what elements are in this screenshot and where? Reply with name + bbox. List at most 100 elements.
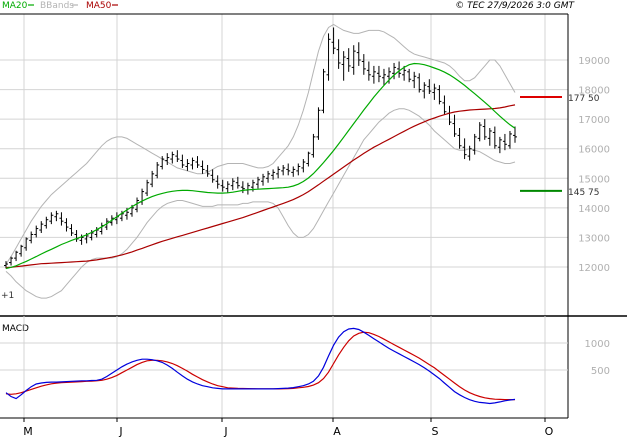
ohlc-bar — [9, 256, 14, 266]
ohlc-bar — [452, 114, 457, 137]
ohlc-bar — [44, 216, 49, 229]
ohlc-bar — [487, 128, 492, 146]
ma20-line — [5, 62, 516, 270]
ohlc-bar — [39, 221, 44, 233]
ohlc-bar — [371, 65, 376, 84]
ma20-legend-label: MA20 — [2, 1, 28, 11]
ohlc-bar — [286, 163, 291, 176]
price-tick-label: 15000 — [578, 174, 610, 185]
ohlc-bar — [34, 225, 39, 238]
ohlc-bar — [200, 160, 205, 174]
ohlc-bar — [351, 45, 356, 75]
macd-panel: MACD 500 1000 — [0, 316, 610, 418]
ohlc-bar — [175, 150, 180, 163]
ohlc-bar — [195, 156, 200, 168]
ohlc-bar — [165, 153, 170, 165]
x-tick-label: O — [545, 425, 554, 438]
chart-annotation: +1 — [1, 291, 14, 301]
macd-lines — [5, 327, 516, 405]
resistance-level-label: 177 50 — [568, 94, 600, 104]
ohlc-bar — [412, 71, 417, 89]
ohlc-bar — [135, 197, 140, 213]
ohlc-bar — [276, 166, 281, 179]
ohlc-bar — [205, 164, 210, 177]
ohlc-bar — [170, 151, 175, 164]
ohlc-bar — [381, 68, 386, 86]
ohlc-bar — [54, 210, 59, 222]
macd-tick-label: 1000 — [585, 339, 610, 350]
ohlc-bar — [180, 154, 185, 168]
ohlc-bar — [502, 133, 507, 151]
bbands-lower-line — [5, 108, 516, 299]
ohlc-bar — [356, 42, 361, 66]
ohlc-bar — [331, 27, 336, 55]
bollinger-bands — [5, 23, 516, 299]
ohlc-bar — [326, 33, 331, 81]
ohlc-bar — [417, 73, 422, 93]
price-levels: 177 50 145 75 — [520, 94, 600, 198]
ohlc-bar — [240, 181, 245, 194]
ohlc-bar — [397, 61, 402, 78]
chart-header: MA20 BBands MA50 © TEC 27/9/2026 3:0 GMT — [2, 1, 576, 11]
ohlc-bar — [281, 164, 286, 176]
x-tick-label: A — [333, 425, 341, 438]
ohlc-bar — [291, 166, 296, 177]
ohlc-bar — [215, 175, 220, 189]
macd-line — [5, 327, 516, 405]
price-tick-label: 13000 — [578, 233, 610, 244]
x-tick-label: S — [432, 425, 439, 438]
ohlc-bar — [245, 182, 250, 195]
ohlc-bar — [447, 105, 452, 126]
price-tick-label: 16000 — [578, 145, 610, 156]
ohlc-bar — [482, 119, 487, 140]
price-tick-label: 18000 — [578, 86, 610, 97]
ohlc-bar — [225, 181, 230, 194]
price-tick-label: 14000 — [578, 204, 610, 215]
ohlc-bar — [316, 107, 321, 140]
ohlc-bar — [407, 68, 412, 83]
ohlc-bar — [301, 159, 306, 173]
ohlc-bar — [341, 51, 346, 81]
ohlc-bar — [311, 133, 316, 158]
ohlc-bar — [220, 179, 225, 192]
ohlc-bar — [497, 136, 502, 154]
ohlc-bar — [49, 212, 54, 225]
ohlc-bar — [432, 83, 437, 100]
ohlc-bar — [336, 39, 341, 69]
ohlc-bar — [467, 145, 472, 161]
bbands-legend-label: BBands — [40, 1, 74, 11]
ohlc-bar — [437, 85, 442, 105]
ohlc-bar — [235, 176, 240, 189]
ohlc-bar — [150, 170, 155, 188]
ohlc-bar — [457, 128, 462, 149]
ohlc-bar — [321, 68, 326, 114]
ohlc-bar — [472, 133, 477, 155]
ohlc-bar — [513, 126, 517, 143]
ohlc-bar — [145, 179, 150, 197]
macd-signal-line — [5, 331, 516, 401]
moving-averages — [5, 62, 516, 270]
support-level-label: 145 75 — [568, 188, 600, 198]
bbands-upper-line — [5, 23, 516, 265]
macd-tick-label: 500 — [591, 366, 610, 377]
ohlc-bar — [190, 157, 195, 170]
price-tick-label: 19000 — [578, 56, 610, 67]
ohlc-bar — [477, 122, 482, 142]
price-tick-label: 12000 — [578, 263, 610, 274]
ohlc-bar — [507, 130, 512, 149]
ohlc-bar — [296, 163, 301, 176]
ohlc-bar — [59, 212, 64, 226]
ohlc-bar — [155, 162, 160, 179]
ohlc-bar — [492, 126, 497, 149]
ohlc-bar — [422, 82, 427, 99]
macd-grid — [0, 316, 568, 418]
price-panel: 12000 13000 14000 15000 16000 17000 18000 19000… — [0, 13, 627, 418]
ohlc-bar — [271, 169, 276, 180]
ohlc-bar — [261, 173, 266, 186]
ohlc-bar — [19, 244, 24, 257]
ohlc-bar — [376, 65, 381, 83]
ohlc-bar — [402, 65, 407, 81]
ohlc-bar — [462, 138, 467, 160]
